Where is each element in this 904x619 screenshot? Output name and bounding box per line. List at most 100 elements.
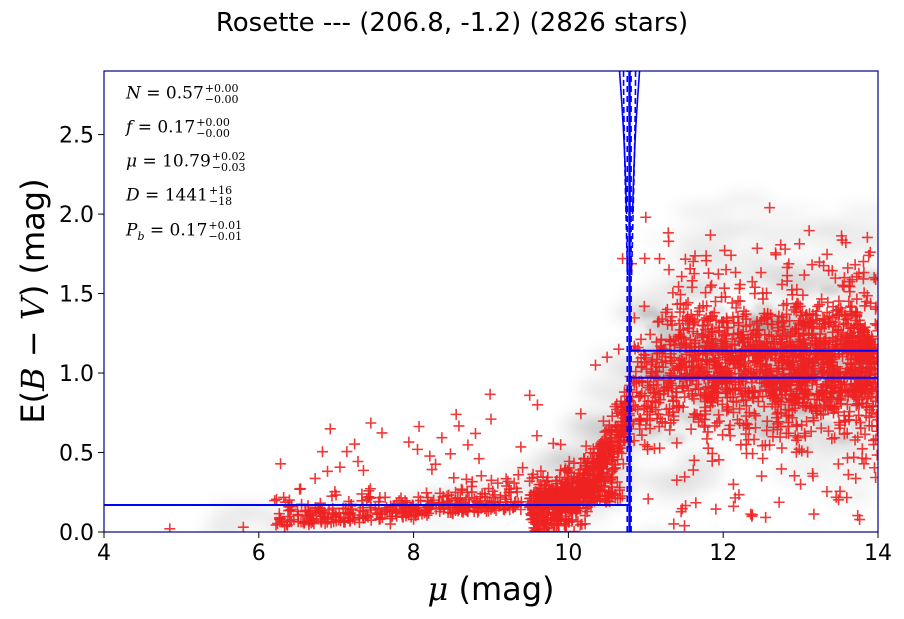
star-point bbox=[423, 501, 435, 513]
star-point bbox=[237, 521, 249, 532]
star-point bbox=[813, 299, 825, 311]
star-point bbox=[843, 295, 855, 307]
star-point bbox=[859, 428, 871, 440]
star-point bbox=[597, 415, 609, 427]
axis-label-part: B bbox=[14, 367, 52, 392]
star-point bbox=[850, 472, 862, 484]
contour-curve bbox=[631, 71, 641, 215]
star-point bbox=[760, 511, 772, 523]
star-point bbox=[646, 402, 658, 414]
axis-label-part: V bbox=[14, 294, 52, 320]
star-point bbox=[413, 420, 425, 432]
star-point bbox=[742, 387, 754, 399]
star-point bbox=[775, 239, 787, 251]
star-point bbox=[354, 504, 366, 516]
star-point bbox=[751, 242, 763, 254]
star-point bbox=[709, 354, 721, 366]
star-point bbox=[719, 330, 731, 342]
star-point bbox=[671, 400, 683, 412]
star-point bbox=[575, 408, 587, 420]
star-point bbox=[651, 336, 663, 348]
star-point bbox=[833, 494, 845, 506]
star-point bbox=[833, 295, 845, 307]
star-point bbox=[804, 339, 816, 351]
axis-label-part: ) (mag) bbox=[14, 178, 52, 297]
star-point bbox=[381, 504, 393, 516]
star-point bbox=[838, 343, 850, 355]
star-point bbox=[607, 471, 619, 483]
star-point bbox=[607, 455, 619, 467]
star-point bbox=[813, 256, 825, 268]
star-point bbox=[747, 392, 759, 404]
star-point bbox=[338, 513, 350, 525]
star-point bbox=[603, 419, 615, 431]
annotation-errors: +0.00 −0.00 bbox=[196, 117, 230, 139]
star-point bbox=[713, 325, 725, 337]
star-point bbox=[801, 347, 813, 359]
star-point bbox=[622, 436, 634, 448]
star-point bbox=[634, 423, 646, 435]
star-point bbox=[676, 380, 688, 392]
star-point bbox=[679, 253, 691, 265]
star-point bbox=[734, 295, 746, 307]
star-point bbox=[648, 443, 660, 455]
star-point bbox=[579, 510, 591, 522]
star-point bbox=[537, 471, 549, 483]
star-point bbox=[653, 397, 665, 409]
star-point bbox=[856, 385, 868, 397]
star-point bbox=[352, 455, 364, 467]
star-point bbox=[503, 487, 515, 499]
star-point bbox=[807, 470, 819, 482]
star-point bbox=[756, 440, 768, 452]
star-point bbox=[674, 373, 686, 385]
star-point bbox=[844, 281, 856, 293]
y-axis-ticks: 0.0 0.5 1.0 1.5 2.0 2.5 bbox=[59, 124, 104, 546]
star-point bbox=[792, 328, 804, 340]
star-point bbox=[783, 258, 795, 270]
star-point bbox=[736, 347, 748, 359]
star-point bbox=[583, 486, 595, 498]
star-point bbox=[871, 319, 878, 331]
star-point bbox=[870, 471, 878, 483]
star-point bbox=[687, 360, 699, 372]
density-blob bbox=[742, 257, 802, 267]
star-point bbox=[679, 471, 691, 483]
star-point bbox=[728, 317, 740, 329]
star-point bbox=[650, 379, 662, 391]
star-point bbox=[466, 486, 478, 498]
star-point bbox=[762, 309, 774, 321]
axis-label-part: − bbox=[14, 320, 52, 367]
star-point bbox=[761, 415, 773, 427]
star-point bbox=[535, 490, 547, 502]
star-point bbox=[546, 518, 558, 530]
density-blob bbox=[622, 286, 675, 305]
star-point bbox=[806, 259, 818, 271]
star-point bbox=[558, 519, 570, 530]
star-point bbox=[703, 267, 715, 279]
star-point bbox=[531, 399, 543, 411]
star-point bbox=[838, 318, 850, 330]
star-point bbox=[749, 386, 761, 398]
star-point bbox=[722, 322, 734, 334]
star-point bbox=[793, 238, 805, 250]
star-point bbox=[642, 493, 654, 505]
star-point bbox=[763, 329, 775, 341]
star-point bbox=[754, 373, 766, 385]
annotation-errors: +0.00 −0.00 bbox=[205, 83, 239, 105]
star-point bbox=[865, 361, 877, 373]
star-point bbox=[786, 405, 798, 417]
star-point bbox=[755, 315, 767, 327]
star-point bbox=[641, 441, 653, 453]
star-point bbox=[826, 402, 838, 414]
star-point bbox=[853, 331, 865, 343]
star-point bbox=[733, 282, 745, 294]
annotation-value: = 0.17 bbox=[144, 220, 208, 241]
star-point bbox=[699, 340, 711, 352]
star-point bbox=[871, 449, 878, 461]
star-point bbox=[408, 513, 420, 525]
annotation-symbol: P bbox=[126, 220, 138, 241]
axis-label-part: E( bbox=[14, 391, 52, 424]
star-point bbox=[746, 276, 758, 288]
star-point bbox=[164, 523, 176, 532]
star-point bbox=[664, 352, 676, 364]
